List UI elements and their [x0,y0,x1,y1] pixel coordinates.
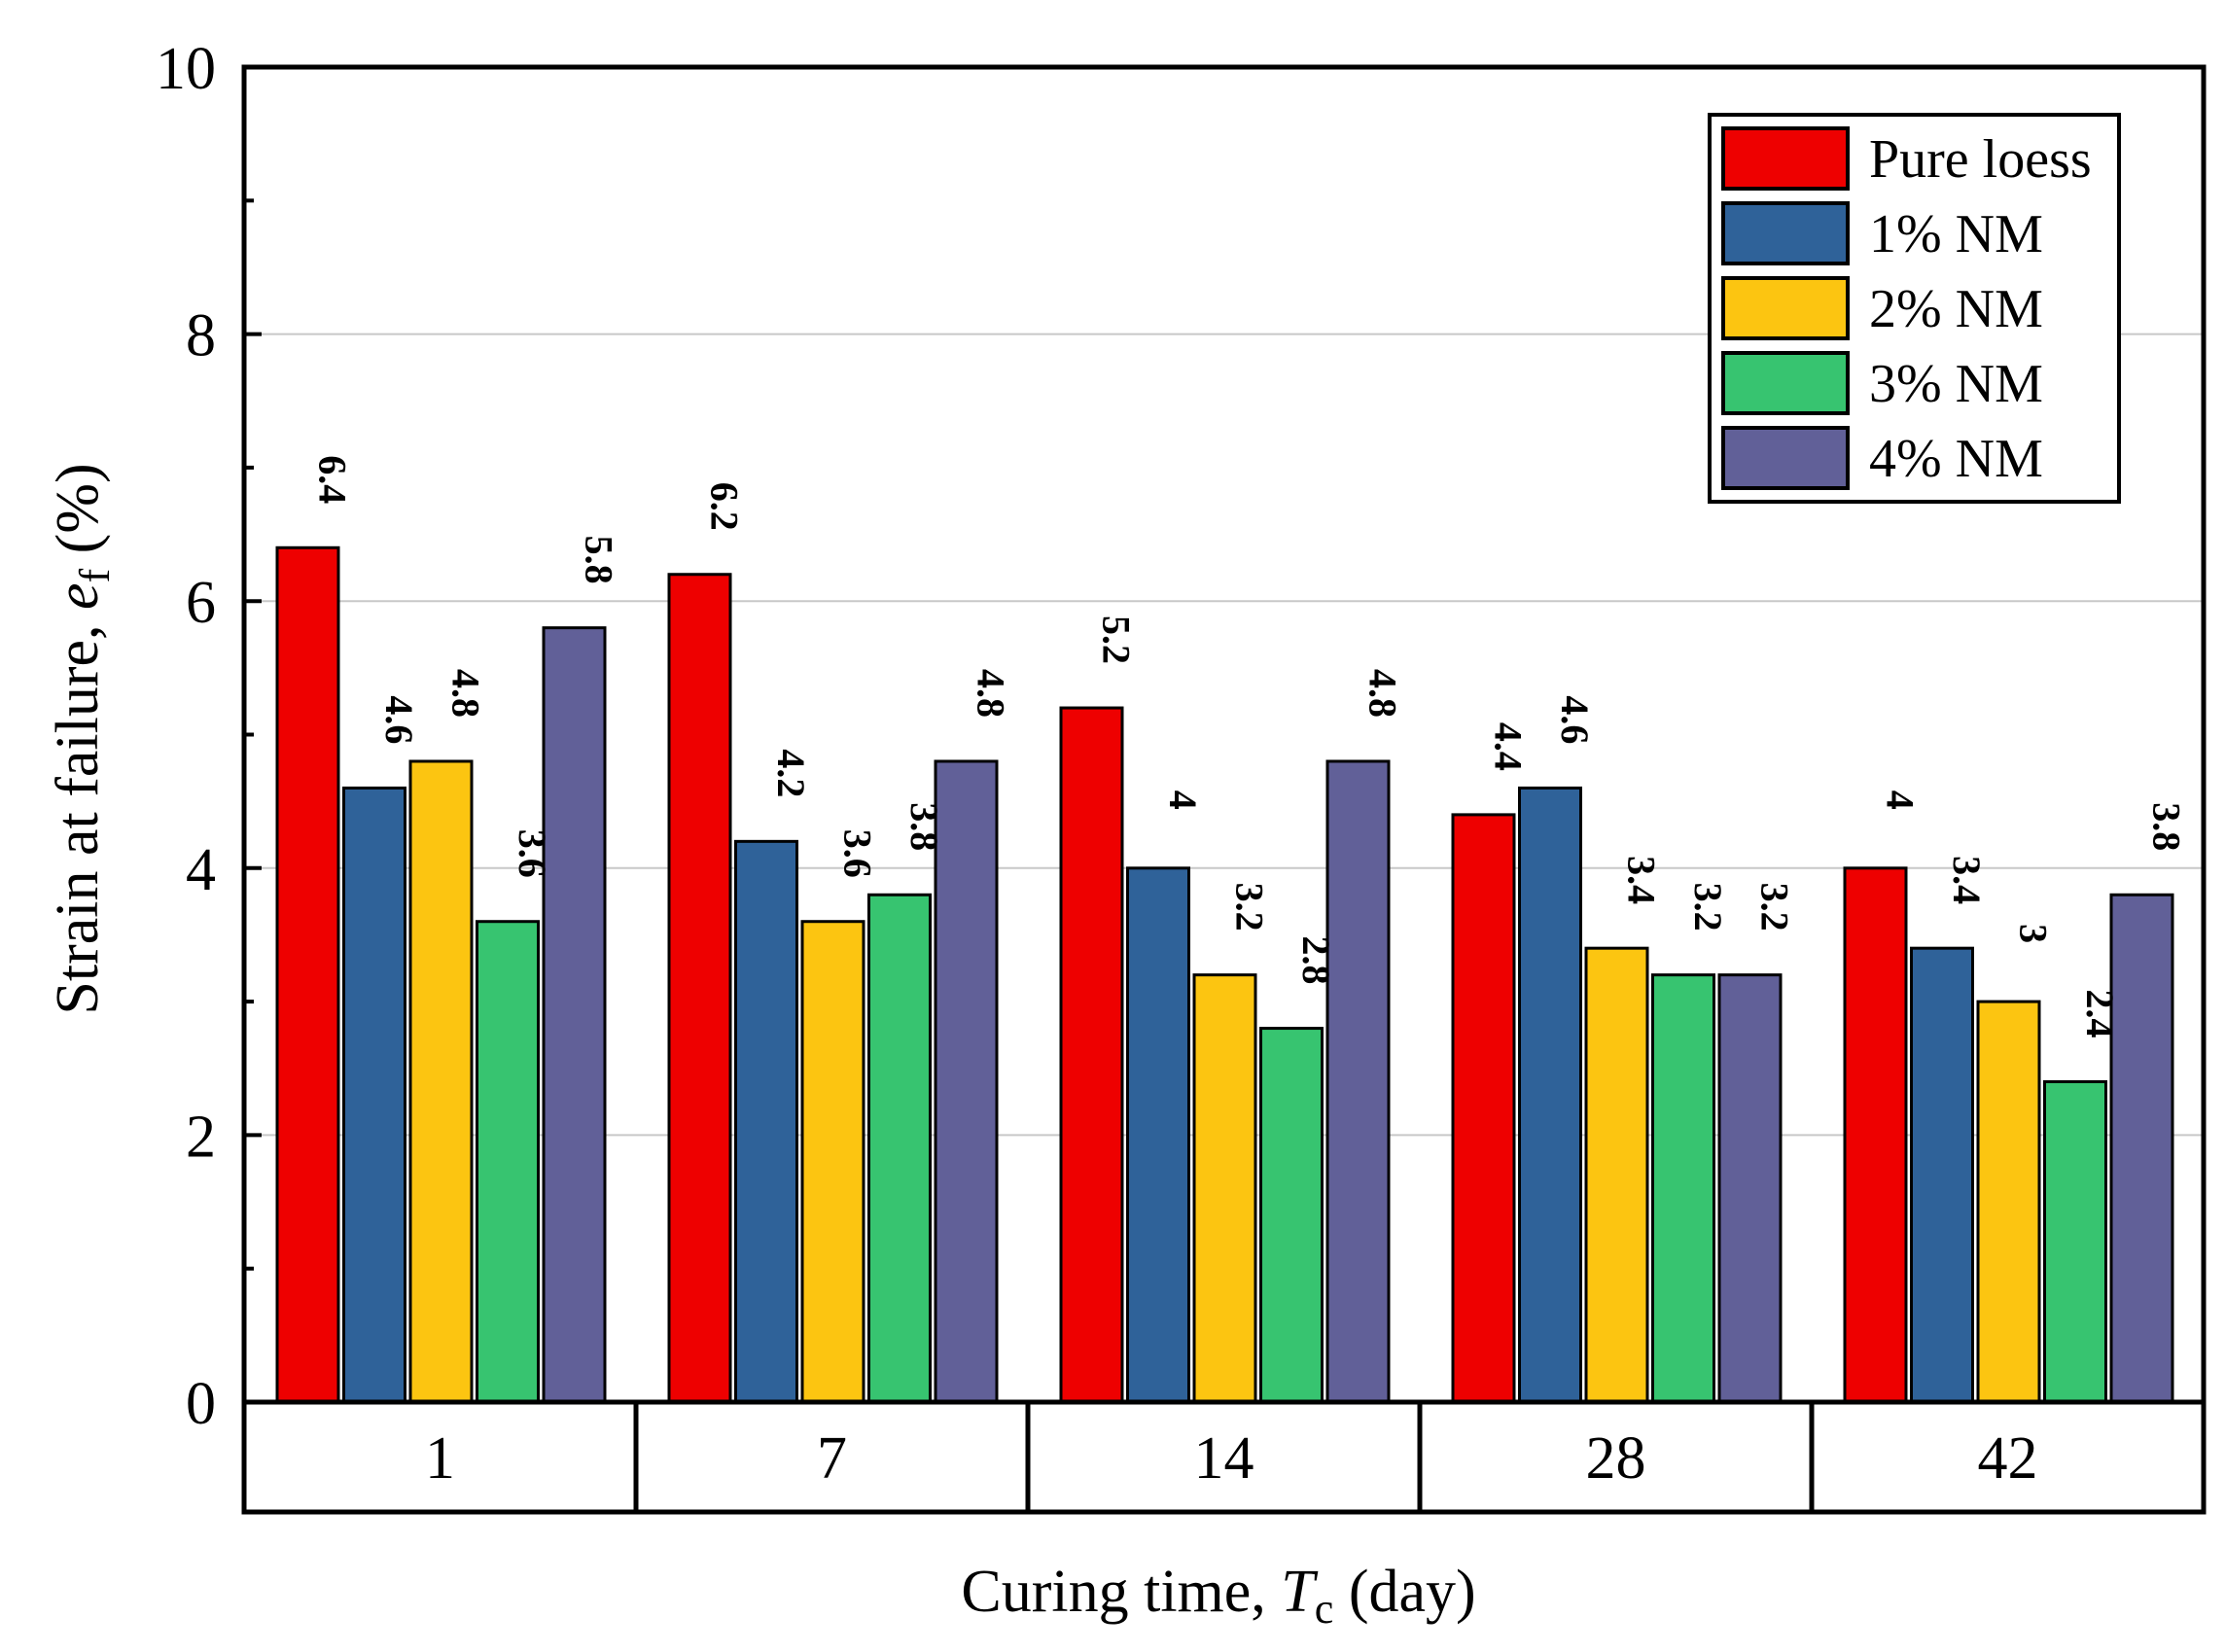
value-label: 3.6 [511,829,554,878]
y-tick-label: 4 [186,837,216,903]
bar [1126,866,1190,1404]
legend-label: 2% NM [1869,279,2043,339]
value-label: 4 [1879,791,1923,810]
x-tick-label: 42 [1978,1425,2038,1492]
x-axis-title: Curing time, Tc (day) [961,1559,1475,1633]
legend-label: 1% NM [1869,204,2043,264]
value-labels: 6.4 6.2 5.2 4.4 4 4.6 4.2 4 4.6 3.4 4.8 3.6 3.2 3.4 3 3… [311,455,2189,1037]
bar [1843,866,1908,1404]
value-label: 2.8 [1294,936,1338,985]
legend-swatch [1721,276,1850,340]
value-label: 3.6 [836,829,880,878]
legend-swatch [1721,351,1850,415]
bar [2109,893,2174,1404]
bar [667,573,732,1404]
value-label: 4.4 [1487,722,1531,771]
bar [1976,1000,2041,1404]
category-box-frame [241,1399,2207,1515]
value-label: 3.8 [2145,802,2189,851]
x-tick-label: 14 [1194,1425,1254,1492]
value-label: 4.6 [377,695,421,744]
y-tick-label: 0 [186,1371,216,1437]
value-label: 6.2 [703,482,747,531]
bar [867,893,932,1404]
bar [1651,973,1715,1404]
value-label: 5.8 [578,536,621,584]
value-label: 3.2 [1753,883,1797,931]
value-label: 4.6 [1553,695,1597,744]
bar [542,626,607,1404]
bar [408,759,474,1404]
x-tick-label: 1 [425,1425,455,1492]
bar [1910,946,1974,1404]
bar [2043,1079,2107,1404]
bar [800,920,865,1404]
bar [476,920,540,1404]
value-label: 2.4 [2078,989,2122,1037]
legend-swatch [1721,126,1850,191]
bar [1518,786,1582,1404]
x-tick-label: 7 [817,1425,847,1492]
bar [1451,813,1516,1404]
bar [1717,973,1783,1404]
x-axis-category-boxes: 1 7 14 28 42 [241,1399,2207,1515]
value-label: 3.4 [1945,856,1989,904]
value-label: 4.2 [769,749,813,797]
bar [342,786,406,1404]
bar [1325,759,1391,1404]
legend-label: 3% NM [1869,354,2043,414]
bar [934,759,999,1404]
y-axis-title: Strain at failure, ef (%) [45,463,119,1014]
bar [734,839,798,1404]
value-label: 3 [2012,924,2056,943]
legend: Pure loess 1% NM 2% NM 3% NM 4% NM [1708,113,2121,504]
legend-swatch [1721,201,1850,265]
bar [275,545,340,1404]
value-label: 4.8 [1361,669,1405,718]
bar [1192,973,1257,1404]
value-label: 4.8 [970,669,1013,718]
y-axis: 0 2 4 6 8 10 [156,36,262,1437]
value-label: 6.4 [311,455,355,504]
legend-swatch [1721,426,1850,490]
value-label: 3.4 [1620,856,1664,904]
bar [1059,706,1124,1404]
value-label: 3.2 [1228,883,1272,931]
bars [275,545,2174,1404]
value-label: 4 [1161,791,1205,810]
y-tick-label: 6 [186,570,216,636]
value-label: 5.2 [1095,615,1139,664]
y-tick-label: 10 [156,36,216,102]
bar [1584,946,1649,1404]
x-tick-label: 28 [1586,1425,1646,1492]
bar [1259,1027,1324,1404]
y-tick-label: 8 [186,303,216,369]
legend-label: Pure loess [1869,129,2092,190]
value-label: 3.2 [1686,883,1730,931]
value-label: 3.8 [902,802,946,851]
value-label: 4.8 [444,669,488,718]
y-tick-label: 2 [186,1104,216,1170]
legend-label: 4% NM [1869,429,2043,489]
